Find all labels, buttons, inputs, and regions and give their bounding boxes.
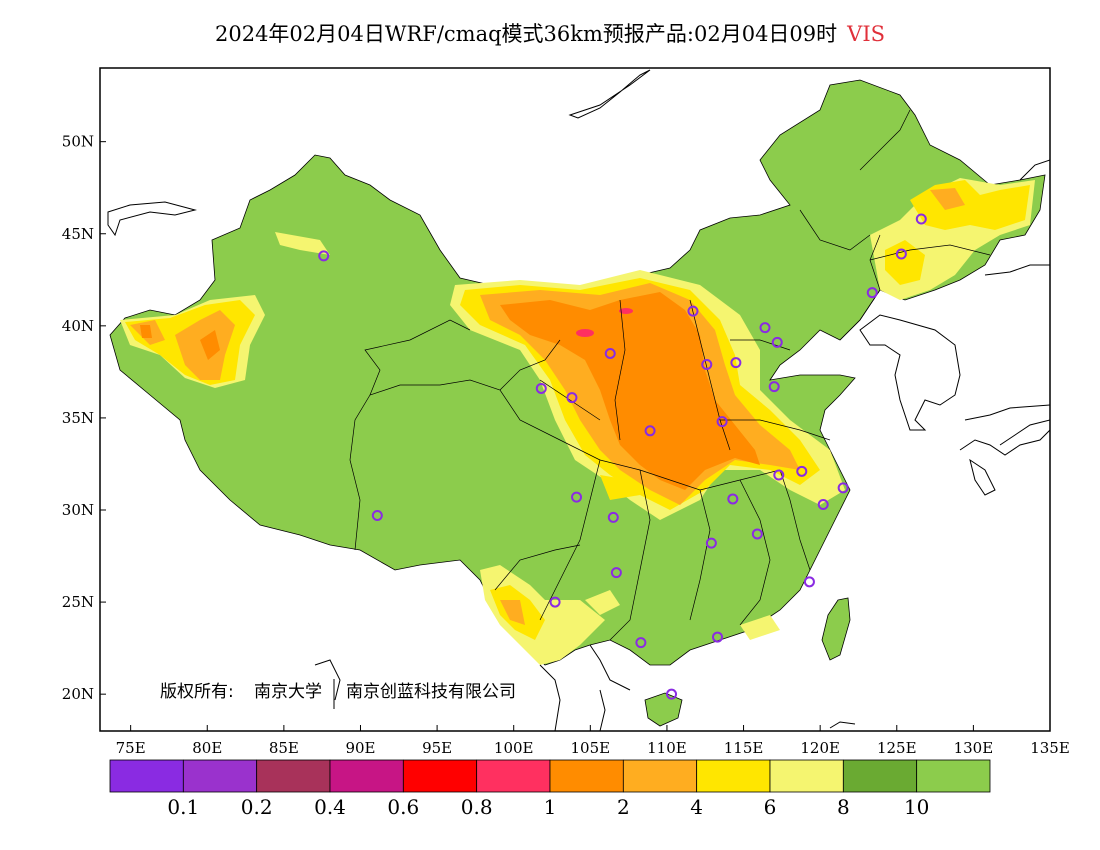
legend-swatch <box>256 759 331 793</box>
legend-swatch <box>109 759 184 793</box>
x-tick-label: 75E <box>116 739 146 757</box>
legend-label: 2 <box>617 795 630 819</box>
legend-swatch <box>696 759 771 793</box>
x-tick-label: 115E <box>724 739 764 757</box>
station-marker <box>318 250 330 262</box>
y-tick-label: 30N <box>62 501 94 519</box>
x-tick-label: 125E <box>877 739 917 757</box>
station-marker <box>644 425 656 437</box>
legend-label: 4 <box>690 795 703 819</box>
station-marker <box>701 359 713 371</box>
legend-label: 8 <box>837 795 850 819</box>
legend-label: 10 <box>904 795 929 819</box>
legend-label: 0.1 <box>167 795 199 819</box>
legend-swatch <box>622 759 698 793</box>
y-tick-label: 35N <box>62 409 94 427</box>
station-marker <box>837 482 849 494</box>
station-marker <box>768 381 780 393</box>
station-marker <box>705 537 717 549</box>
y-tick-label: 25N <box>62 593 94 611</box>
x-tick-label: 85E <box>269 739 299 757</box>
copyright-org1: 南京大学 <box>254 682 322 702</box>
station-marker <box>751 528 763 540</box>
legend-label: 6 <box>764 795 777 819</box>
y-tick-label: 40N <box>62 317 94 335</box>
y-tick-label: 45N <box>62 225 94 243</box>
color-legend: 0.1 0.2 0.4 0.6 0.8 1 2 4 6 8 10 <box>109 759 991 819</box>
x-tick-label: 110E <box>647 739 687 757</box>
station-marker <box>571 491 583 503</box>
station-markers <box>318 213 927 700</box>
station-marker <box>635 637 647 649</box>
neighbor-coastlines <box>107 69 1050 731</box>
station-marker <box>535 382 547 394</box>
station-marker <box>566 392 578 404</box>
x-tick-label: 135E <box>1030 739 1070 757</box>
legend-swatch <box>476 759 551 793</box>
legend-label: 0.8 <box>461 795 493 819</box>
legend-label: 0.2 <box>241 795 273 819</box>
station-marker <box>712 631 723 643</box>
map-title: 2024年02月04日WRF/cmaq模式36km预报产品:02月04日09时 V… <box>0 18 1100 48</box>
legend-swatch <box>842 759 918 793</box>
station-marker <box>759 322 771 334</box>
legend-swatch <box>916 759 991 793</box>
y-axis: 20N 25N 30N 35N 40N 45N 50N <box>62 133 106 703</box>
station-marker <box>866 287 878 299</box>
legend-label: 0.4 <box>314 795 346 819</box>
legend-label: 1 <box>544 795 557 819</box>
legend-swatch <box>182 759 258 793</box>
station-marker <box>803 576 815 588</box>
station-marker <box>727 493 739 505</box>
y-tick-label: 50N <box>62 133 94 151</box>
station-marker <box>817 498 829 510</box>
station-marker <box>895 248 907 260</box>
station-marker <box>687 305 699 317</box>
legend-swatch <box>402 759 478 793</box>
map-frame <box>99 67 1051 732</box>
vis-band-1-2 <box>140 292 760 490</box>
x-tick-label: 80E <box>192 739 222 757</box>
station-marker <box>371 510 383 522</box>
title-main: 2024年02月04日WRF/cmaq模式36km预报产品:02月04日09时 <box>214 22 838 46</box>
station-marker <box>549 596 561 608</box>
x-axis: 75E 80E 85E 90E 95E 100E 105E 110E 115E 120E 125E 1… <box>116 725 1070 757</box>
hainan-island <box>644 692 683 727</box>
copyright-org2: 南京创蓝科技有限公司 <box>346 682 516 702</box>
station-marker <box>771 336 783 348</box>
x-tick-label: 100E <box>494 739 534 757</box>
x-tick-label: 130E <box>954 739 994 757</box>
legend-swatch <box>329 759 404 793</box>
legend-swatch <box>549 759 624 793</box>
station-marker <box>730 357 742 369</box>
title-variable: VIS <box>847 22 886 46</box>
legend-label: 0.6 <box>387 795 419 819</box>
x-tick-label: 105E <box>571 739 611 757</box>
y-tick-label: 20N <box>62 685 94 703</box>
station-marker <box>607 511 619 523</box>
x-tick-label: 90E <box>345 739 375 757</box>
station-marker <box>610 567 622 579</box>
station-marker <box>666 688 678 700</box>
station-marker <box>915 213 927 225</box>
station-marker <box>796 465 808 477</box>
taiwan-island <box>821 597 851 661</box>
station-marker <box>716 416 728 428</box>
x-tick-label: 95E <box>422 739 452 757</box>
legend-swatch <box>769 759 844 793</box>
map-content <box>107 69 1050 731</box>
station-marker <box>773 469 785 481</box>
station-marker <box>604 347 616 359</box>
copyright-prefix: 版权所有: <box>160 682 234 702</box>
vis-band-0.6-1 <box>576 308 633 337</box>
province-borders <box>349 109 991 641</box>
x-tick-label: 120E <box>800 739 840 757</box>
